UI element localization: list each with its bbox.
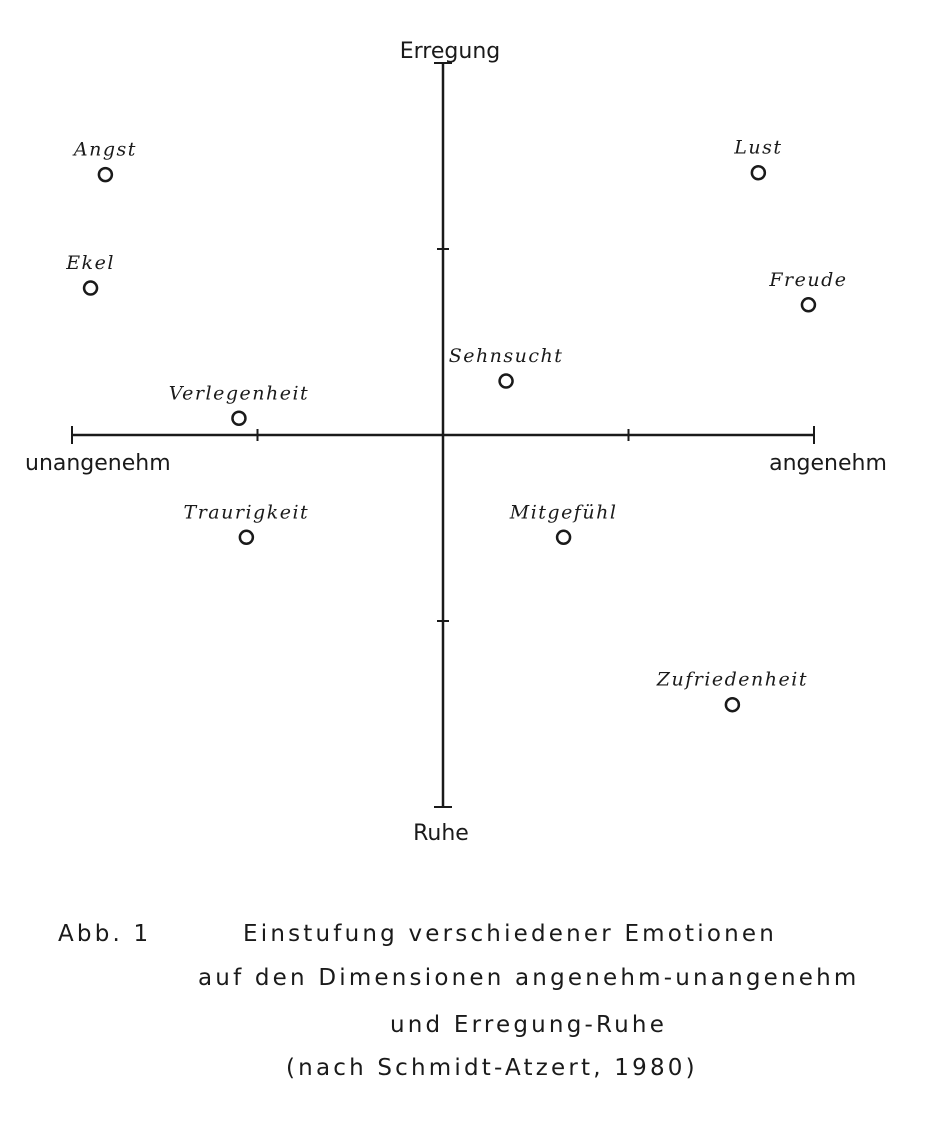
data-point-label: Angst [72,139,137,161]
data-point [231,410,247,427]
data-point-label: Verlegenheit [169,382,309,404]
caption-line-3: und Erregung-Ruhe [390,1012,668,1038]
x-axis-label-negative: unangenehm [25,451,171,476]
y-axis-label-positive: Erregung [400,39,500,64]
data-point [750,164,767,181]
caption-line-2: auf den Dimensionen angenehm-unangenehm [198,965,860,991]
data-point-label: Mitgefühl [509,501,618,523]
data-point-label: Zufriedenheit [656,669,808,691]
data-points: Angst Lust Ekel Freude Sehnsucht Verlegenheit… [65,137,847,713]
data-point [82,280,99,296]
data-point-label: Lust [733,137,782,159]
data-point-label: Freude [768,269,847,291]
axes [71,62,815,808]
data-point-label: Ekel [65,252,115,274]
caption-line-4: (nach Schmidt-Atzert, 1980) [286,1055,698,1081]
caption-figure-label: Abb. 1 [58,921,152,947]
data-point [498,373,514,389]
data-point-label: Traurigkeit [184,501,310,523]
data-point-label: Sehnsucht [449,345,564,367]
data-point [238,529,255,546]
x-axis-label-positive: angenehm [769,451,887,476]
caption-line-1: Einstufung verschiedener Emotionen [243,921,778,947]
emotion-scatter-chart: Erregung Ruhe unangenehm angenehm Angst L… [25,39,887,846]
data-point [724,696,741,713]
y-axis-label-negative: Ruhe [413,821,469,846]
data-point [800,297,817,313]
data-point [97,166,114,183]
data-point [555,529,572,546]
